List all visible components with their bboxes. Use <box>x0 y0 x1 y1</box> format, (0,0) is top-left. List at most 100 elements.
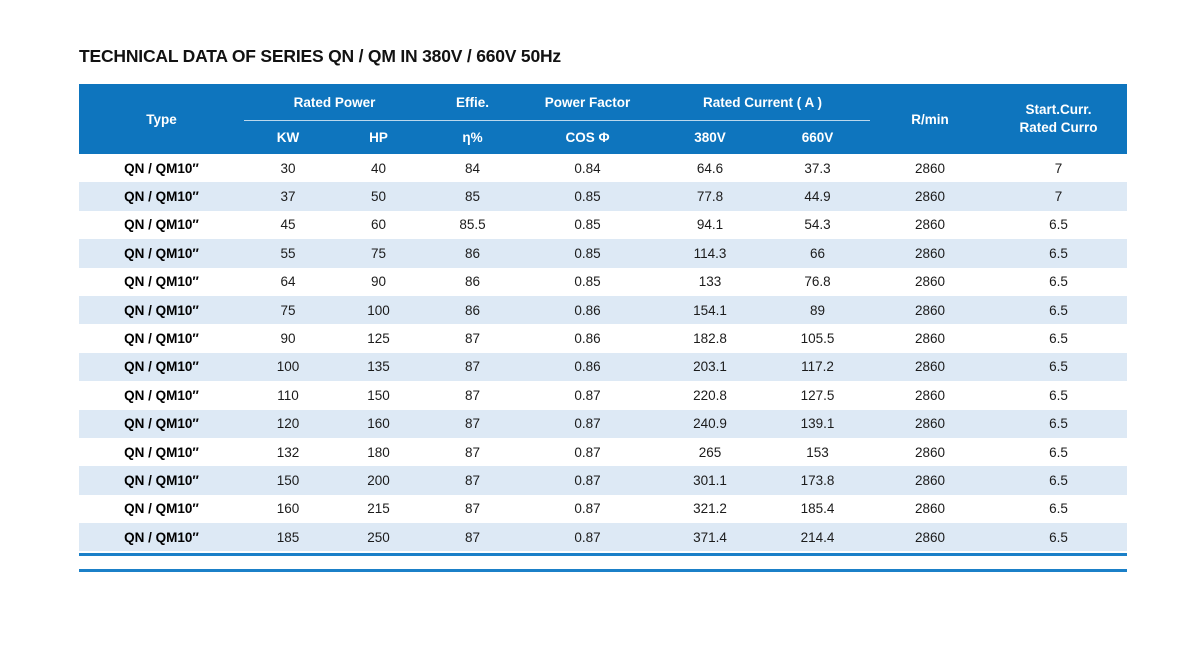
col-header-start-curr: Start.Curr. Rated Curro <box>990 84 1128 154</box>
cell-eta: 86 <box>464 302 481 318</box>
cell-cos: 0.85 <box>574 189 601 205</box>
cell-rmin: 2860 <box>914 472 946 488</box>
cell-a660: 117.2 <box>801 359 834 375</box>
cell-start: 6.5 <box>1049 245 1068 261</box>
cell-eta: 86 <box>464 274 481 290</box>
cell-a380: 240.9 <box>693 416 727 432</box>
bottom-rule-bottom <box>79 568 1127 573</box>
cell-kw: 30 <box>280 160 296 176</box>
cell-a380: 203.1 <box>693 359 727 375</box>
cell-cos: 0.87 <box>574 472 601 488</box>
cell-cos: 0.85 <box>574 274 601 290</box>
cell-start: 6.5 <box>1049 416 1068 432</box>
cell-a660: 214.4 <box>800 529 835 545</box>
cell-a660: 173.8 <box>800 472 835 488</box>
cell-a380: 77.8 <box>696 189 724 205</box>
cell-hp: 50 <box>370 189 387 205</box>
cell-a660: 139.1 <box>800 416 835 432</box>
cell-kw: 90 <box>280 331 296 347</box>
cell-hp: 75 <box>370 245 387 261</box>
cell-hp: 250 <box>367 529 390 545</box>
col-header-660v: 660V <box>765 120 871 154</box>
cell-eta: 87 <box>464 529 481 545</box>
cell-a660: 153 <box>806 444 829 460</box>
page-title: TECHNICAL DATA OF SERIES QN / QM IN 380V… <box>79 46 561 66</box>
cell-rmin: 2860 <box>914 160 946 176</box>
table-row: QN / QM10″ 185 250 87 0.87 371.4 214.4 2860 6.5 <box>79 523 1128 552</box>
cell-a380: 321.2 <box>693 501 727 517</box>
cell-type: QN / QM10″ <box>124 529 199 545</box>
cell-start: 6.5 <box>1049 501 1068 517</box>
cell-type: QN / QM10″ <box>124 331 199 347</box>
cell-hp: 90 <box>370 274 387 290</box>
cell-hp: 215 <box>367 501 390 517</box>
cell-a660: 44.9 <box>804 189 831 205</box>
cell-rmin: 2860 <box>914 331 946 347</box>
cell-hp: 200 <box>367 472 390 488</box>
cell-cos: 0.86 <box>574 359 601 375</box>
cell-start: 6.5 <box>1049 359 1068 375</box>
table-body: QN / QM10″ 30 40 84 0.84 64.6 37.3 2860 7 QN / QM… <box>79 154 1128 552</box>
col-header-type: Type <box>79 84 244 154</box>
col-group-power-factor: Power Factor <box>520 84 655 121</box>
col-group-rated-power: Rated Power <box>244 84 425 121</box>
cell-type: QN / QM10″ <box>124 189 199 205</box>
cell-cos: 0.87 <box>574 444 601 460</box>
cell-eta: 85.5 <box>459 217 486 233</box>
cell-a380: 220.8 <box>693 387 727 403</box>
table-row: QN / QM10″ 100 135 87 0.86 203.1 117.2 2860 6.5 <box>79 352 1128 382</box>
cell-kw: 185 <box>276 529 300 545</box>
start-curr-line1: Start.Curr. <box>1025 102 1092 118</box>
page: TECHNICAL DATA OF SERIES QN / QM IN 380V… <box>79 46 1128 573</box>
cell-cos: 0.86 <box>574 331 601 347</box>
cell-a660: 105.5 <box>800 331 835 347</box>
cell-cos: 0.86 <box>574 302 601 318</box>
cell-start: 6.5 <box>1049 217 1068 233</box>
cell-start: 6.5 <box>1049 472 1068 488</box>
table-row: QN / QM10″ 45 60 85.5 0.85 94.1 54.3 2860 6.5 <box>79 211 1127 239</box>
cell-start: 6.5 <box>1049 302 1068 318</box>
cell-a380: 154.1 <box>693 302 727 318</box>
bottom-rule-top <box>79 552 1127 557</box>
cell-kw: 110 <box>277 387 299 403</box>
cell-rmin: 2860 <box>914 245 946 261</box>
cell-kw: 37 <box>280 189 296 205</box>
col-header-eta: η% <box>425 120 520 154</box>
cell-start: 6.5 <box>1049 444 1068 460</box>
cell-a660: 127.5 <box>800 387 835 403</box>
cell-type: QN / QM10″ <box>124 387 199 403</box>
col-header-cos: COS Φ <box>520 120 655 154</box>
cell-a660: 37.3 <box>804 160 831 176</box>
table-row: QN / QM10″ 160 215 87 0.87 321.2 185.4 2860 6.5 <box>79 495 1127 523</box>
table-row: QN / QM10″ 64 90 86 0.85 133 76.8 2860 6.5 <box>79 268 1127 296</box>
cell-eta: 84 <box>464 160 481 176</box>
cell-kw: 150 <box>276 472 300 488</box>
cell-a660: 66 <box>809 245 826 261</box>
cell-hp: 135 <box>367 359 390 375</box>
cell-hp: 125 <box>367 331 390 347</box>
cell-type: QN / QM10″ <box>124 160 199 176</box>
cell-cos: 0.85 <box>574 245 601 261</box>
table-row: QN / QM10″ 75 100 86 0.86 154.1 89 2860 6.5 <box>79 295 1128 325</box>
cell-start: 7 <box>1054 160 1063 176</box>
cell-cos: 0.87 <box>574 529 601 545</box>
cell-eta: 87 <box>464 444 481 460</box>
cell-a380: 114.3 <box>693 245 727 261</box>
cell-start: 6.5 <box>1049 387 1068 403</box>
cell-hp: 60 <box>370 217 387 233</box>
table-row: QN / QM10″ 30 40 84 0.84 64.6 37.3 2860 7 <box>79 154 1127 182</box>
cell-type: QN / QM10″ <box>124 501 199 517</box>
table-row: QN / QM10″ 37 50 85 0.85 77.8 44.9 2860 7 <box>79 182 1128 211</box>
cell-type: QN / QM10″ <box>124 302 199 318</box>
cell-type: QN / QM10″ <box>124 217 199 233</box>
cell-a380: 133 <box>698 274 722 290</box>
cell-rmin: 2860 <box>914 529 946 545</box>
table-row: QN / QM10″ 55 75 86 0.85 114.3 66 2860 6.5 <box>79 239 1128 268</box>
cell-type: QN / QM10″ <box>124 444 199 460</box>
cell-hp: 160 <box>367 416 390 432</box>
cell-hp: 150 <box>367 387 390 403</box>
cell-rmin: 2860 <box>914 359 946 375</box>
cell-eta: 87 <box>464 387 481 403</box>
cell-rmin: 2860 <box>914 501 946 517</box>
cell-a380: 94.1 <box>696 217 724 233</box>
